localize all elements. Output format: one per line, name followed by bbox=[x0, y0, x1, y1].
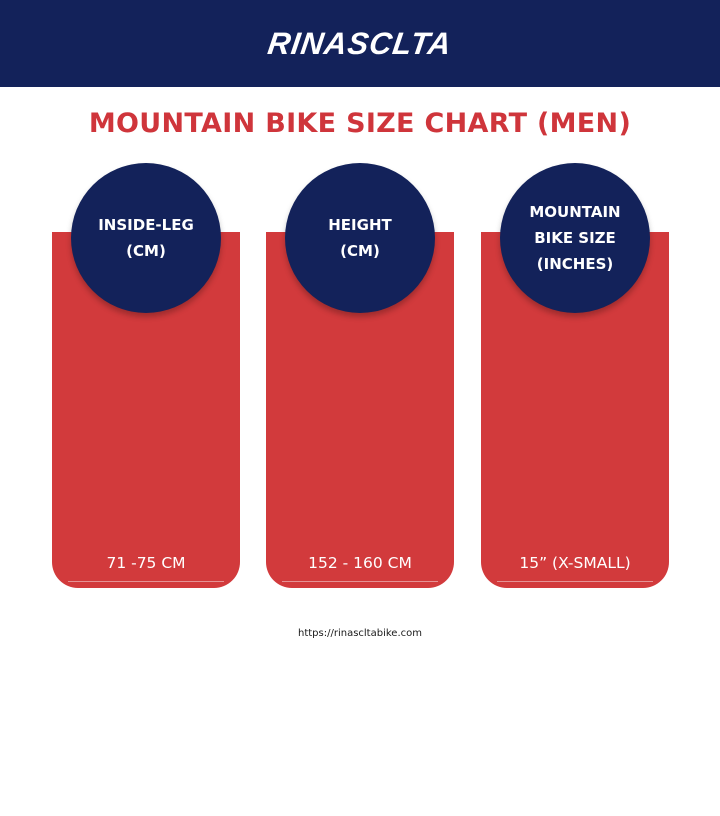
table-row: 20” (LARGE) bbox=[481, 738, 669, 777]
table-row: 21” (X-LARGE) bbox=[518, 787, 632, 806]
table-row: 170 - 174 CM bbox=[266, 621, 454, 660]
table-row: 89 - 92 CM bbox=[52, 738, 240, 777]
table-row: 174 - 180 CM bbox=[266, 660, 454, 699]
header-line: (CM) bbox=[126, 242, 166, 260]
header-circle-bike-size: MOUNTAIN BIKE SIZE (INCHES) bbox=[500, 163, 650, 313]
table-row: 16” (SMALL) bbox=[481, 582, 669, 621]
table-row: 160 - 170 CM bbox=[266, 582, 454, 621]
header-line: MOUNTAIN bbox=[529, 203, 621, 221]
column-rows: 15” (X-SMALL) 16” (SMALL) 17” (MEDIUM) 1… bbox=[481, 543, 669, 816]
table-row: 79 - 83 CM bbox=[52, 621, 240, 660]
brand-logo: RINASCLTA bbox=[265, 25, 455, 61]
header-circle-height: HEIGHT (CM) bbox=[285, 163, 435, 313]
footer-url[interactable]: https://rinascltabike.com bbox=[298, 628, 422, 639]
table-row: 19” (LARGE) bbox=[481, 699, 669, 738]
table-row: 180 - 188 CM bbox=[266, 699, 454, 738]
table-row: 18” (MEDIUM) bbox=[481, 660, 669, 699]
table-row: 17” (MEDIUM) bbox=[481, 621, 669, 660]
header-line: (CM) bbox=[340, 242, 380, 260]
table-row: 188 - 195 CM bbox=[266, 738, 454, 777]
header-line: BIKE SIZE bbox=[534, 229, 616, 247]
table-row: 92 + CM bbox=[112, 787, 180, 806]
table-row: 152 - 160 CM bbox=[266, 543, 454, 582]
header-line: (INCHES) bbox=[536, 255, 614, 273]
table-row: 71 -75 CM bbox=[52, 543, 240, 582]
table-row: 15” (X-SMALL) bbox=[481, 543, 669, 582]
header-line: INSIDE-LEG bbox=[98, 216, 194, 234]
brand-banner: RINASCLTA bbox=[0, 0, 720, 87]
header-circle-inside-leg: INSIDE-LEG (CM) bbox=[71, 163, 221, 313]
table-row: 85 - 89 CM bbox=[52, 699, 240, 738]
column-rows: 152 - 160 CM 160 - 170 CM 170 - 174 CM 1… bbox=[266, 543, 454, 816]
table-row: 83 - 85 CM bbox=[52, 660, 240, 699]
table-row: 195 + CM bbox=[321, 787, 399, 806]
table-row: 75 - 79 CM bbox=[52, 582, 240, 621]
column-rows: 71 -75 CM 75 - 79 CM 79 - 83 CM 83 - 85 … bbox=[52, 543, 240, 816]
page-title: MOUNTAIN BIKE SIZE CHART (MEN) bbox=[88, 108, 632, 139]
header-line: HEIGHT bbox=[328, 216, 392, 234]
